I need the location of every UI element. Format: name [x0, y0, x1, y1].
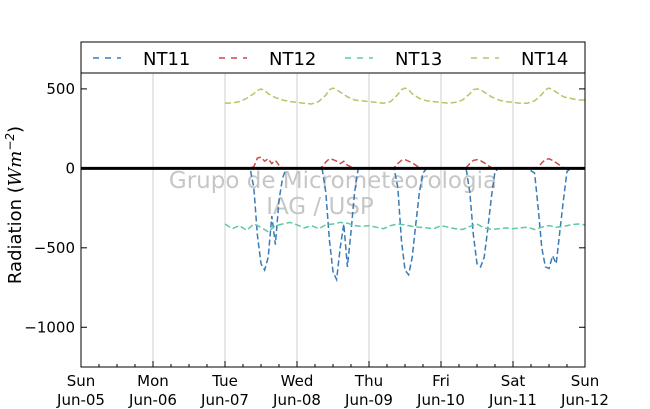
x-tick-label-date: Jun-12: [560, 391, 609, 409]
y-axis-label-close: ): [5, 126, 26, 133]
series: [224, 87, 586, 283]
y-tick-label: 0: [65, 159, 75, 177]
x-tick-label-day: Tue: [211, 372, 238, 390]
x-tick-label-date: Jun-05: [56, 391, 105, 409]
x-tick-label-date: Jun-11: [488, 391, 537, 409]
series-line-nt11: [225, 167, 585, 283]
y-tick-label: −1000: [24, 318, 75, 336]
x-axis: SunJun-05MonJun-06TueJun-07WedJun-08ThuJ…: [56, 361, 609, 409]
series-line-nt12: [225, 156, 585, 170]
x-tick-label-day: Sun: [67, 372, 96, 390]
series-line-nt14: [224, 87, 585, 105]
y-axis-label-exponent: −2: [3, 133, 17, 151]
y-tick-label: 500: [46, 80, 75, 98]
x-tick-label-day: Mon: [137, 372, 169, 390]
x-tick-label-date: Jun-06: [128, 391, 177, 409]
x-tick-label-date: Jun-08: [272, 391, 321, 409]
series-line-nt13: [224, 221, 586, 233]
legend-label-nt14: NT14: [521, 49, 568, 70]
x-tick-label-day: Thu: [354, 372, 383, 390]
x-tick-label-date: Jun-07: [200, 391, 249, 409]
x-tick-label-day: Wed: [281, 372, 314, 390]
watermark-line-2: IAG / USP: [266, 194, 374, 220]
legend-label-nt11: NT11: [143, 49, 190, 70]
grid: [152, 73, 514, 367]
y-axis: 500 0 −500 −1000: [24, 80, 585, 336]
x-tick-label-day: Sun: [571, 372, 600, 390]
y-axis-label-unit: Wm: [5, 151, 26, 187]
y-tick-label: −500: [34, 239, 75, 257]
watermark-line-1: Grupo de Micrometeorologia: [169, 168, 497, 194]
legend-label-nt12: NT12: [269, 49, 316, 70]
x-tick-label-date: Jun-09: [344, 391, 393, 409]
watermark: Grupo de Micrometeorologia IAG / USP: [169, 168, 497, 220]
x-tick-label-date: Jun-10: [416, 391, 465, 409]
y-axis-label: Radiation (Wm−2): [3, 126, 26, 284]
x-tick-label-day: Sat: [501, 372, 526, 390]
legend: NT11 NT12 NT13 NT14: [81, 49, 585, 74]
x-tick-label-day: Fri: [432, 372, 450, 390]
legend-label-nt13: NT13: [395, 49, 442, 70]
y-axis-label-text: Radiation (: [5, 186, 26, 284]
